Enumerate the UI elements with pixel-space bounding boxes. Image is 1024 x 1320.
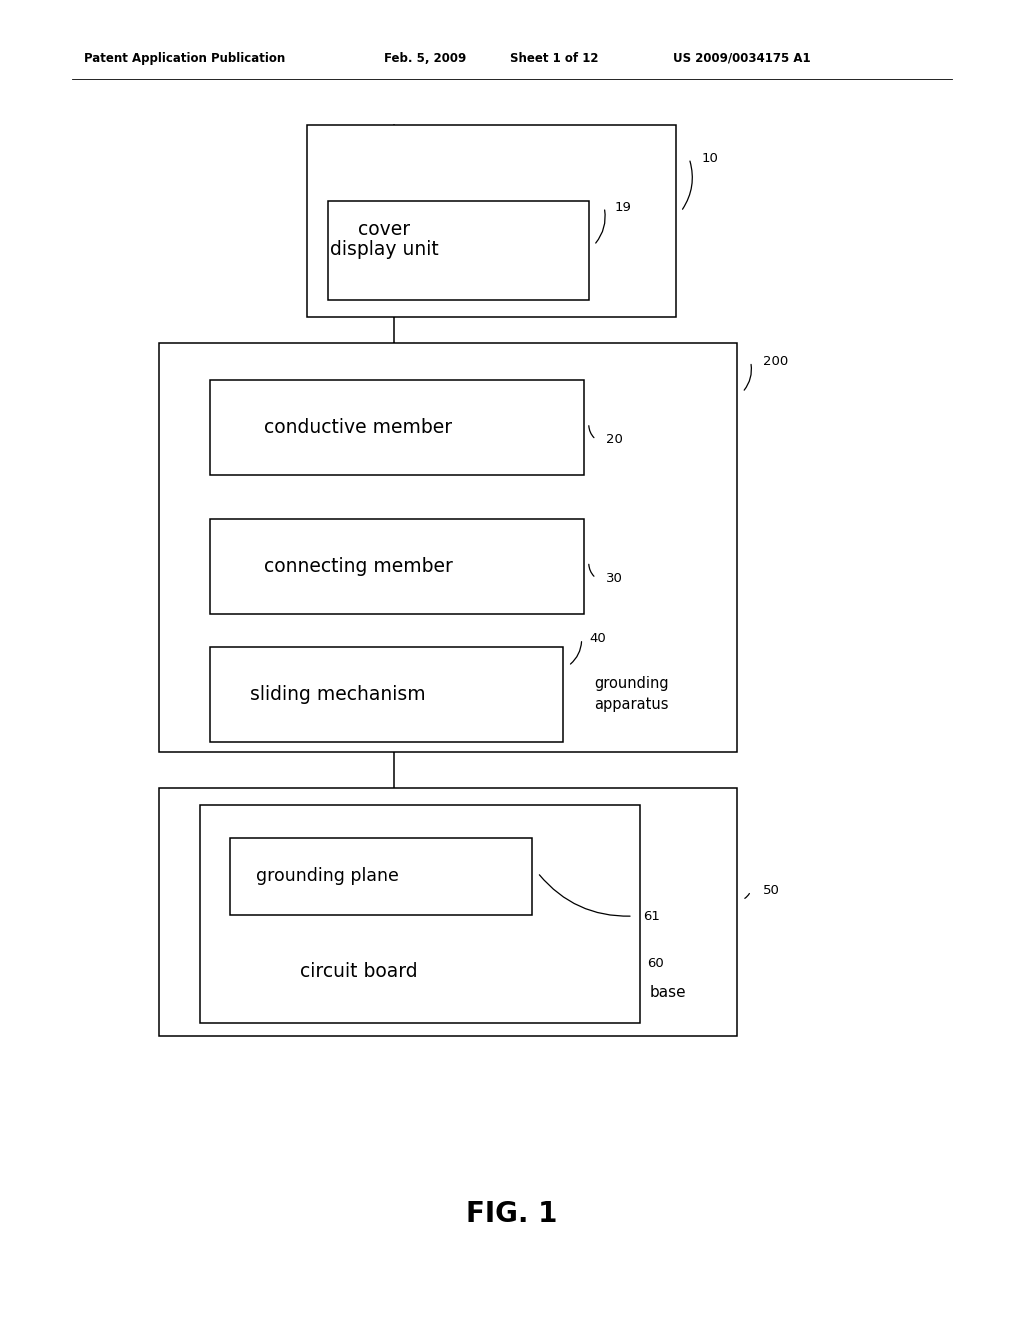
Text: conductive member: conductive member <box>264 418 453 437</box>
Text: Patent Application Publication: Patent Application Publication <box>84 51 286 65</box>
Text: 200: 200 <box>763 355 788 368</box>
Bar <box>159 343 737 752</box>
Text: 40: 40 <box>590 632 606 645</box>
Bar <box>210 380 584 475</box>
Bar <box>200 805 640 1023</box>
Text: grounding plane: grounding plane <box>256 867 399 886</box>
Bar <box>159 788 737 1036</box>
Text: US 2009/0034175 A1: US 2009/0034175 A1 <box>673 51 810 65</box>
Bar <box>210 519 584 614</box>
Text: 61: 61 <box>643 909 659 923</box>
Text: cover: cover <box>358 220 410 239</box>
Text: 30: 30 <box>606 572 623 585</box>
Text: 19: 19 <box>614 201 631 214</box>
Bar <box>210 647 563 742</box>
Text: Sheet 1 of 12: Sheet 1 of 12 <box>510 51 598 65</box>
Text: 50: 50 <box>763 884 779 898</box>
Text: connecting member: connecting member <box>264 557 453 576</box>
Text: circuit board: circuit board <box>300 962 417 981</box>
Text: 20: 20 <box>606 433 623 446</box>
Text: 10: 10 <box>701 152 718 165</box>
Bar <box>307 125 676 317</box>
Bar <box>230 838 532 915</box>
Text: 60: 60 <box>647 957 664 970</box>
Text: sliding mechanism: sliding mechanism <box>250 685 426 704</box>
Text: display unit: display unit <box>330 240 438 259</box>
Text: grounding
apparatus: grounding apparatus <box>594 676 669 713</box>
Text: FIG. 1: FIG. 1 <box>466 1200 558 1229</box>
Text: Feb. 5, 2009: Feb. 5, 2009 <box>384 51 466 65</box>
Bar <box>328 201 589 300</box>
Text: base: base <box>649 985 686 1001</box>
